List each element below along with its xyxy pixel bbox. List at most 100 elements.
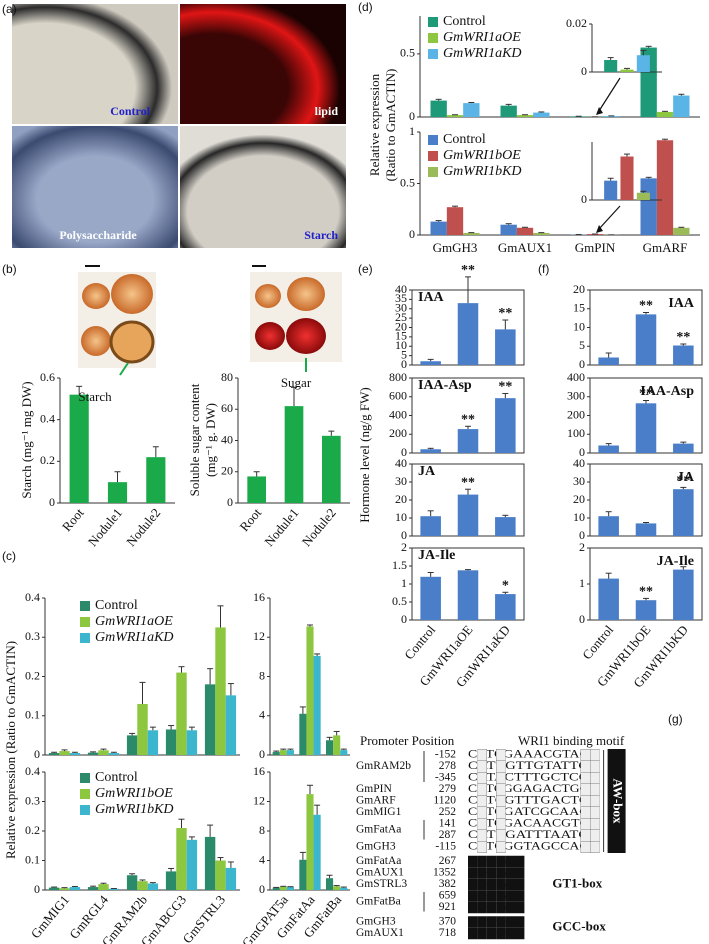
- table-header: WRI1 binding motif: [518, 733, 625, 748]
- legend-swatch: [428, 33, 438, 43]
- gene-name: GmAUX1: [356, 927, 404, 939]
- site-position: 382: [439, 878, 457, 890]
- y-tick-label: 200: [567, 407, 585, 421]
- x-tick-label: Control: [579, 622, 616, 662]
- y-tick-label: 20: [573, 282, 585, 296]
- bar: [463, 103, 480, 117]
- bar: [306, 794, 314, 890]
- legend-label: GmWRI1bOE: [443, 148, 521, 163]
- motif-sequence: GGTTAA: [468, 890, 524, 902]
- bar: [457, 303, 479, 365]
- bar: [463, 232, 480, 235]
- y-tick-label: 0.5: [392, 594, 407, 608]
- legend-label: GmWRI1aOE: [95, 614, 173, 629]
- gene-name: GmGH3: [356, 916, 396, 928]
- bar: [299, 713, 307, 755]
- site-position: 267: [439, 855, 457, 867]
- legend-swatch: [80, 773, 90, 783]
- motif-name: GT1-box: [552, 875, 602, 890]
- legend-label: Control: [95, 770, 138, 785]
- chart-title: JA: [677, 470, 695, 485]
- bar: [322, 435, 341, 503]
- chart-title: IAA: [668, 296, 695, 311]
- motif-highlight-overlay: [477, 772, 487, 784]
- bar: [635, 314, 657, 365]
- motif-sequence: CTTCGTTTGACTCG: [468, 795, 599, 807]
- nodule: [109, 320, 155, 364]
- panel-label: (c): [2, 549, 16, 563]
- inset-arrow-head: [596, 225, 603, 233]
- motif-highlight: [505, 927, 515, 940]
- bar: [635, 403, 657, 453]
- y-tick-label: 60: [221, 401, 233, 415]
- x-tick-label: GmPIN: [575, 240, 616, 255]
- inset-bar: [620, 156, 634, 200]
- motif-highlight-overlay: [580, 806, 591, 819]
- motif-highlight: [496, 927, 506, 940]
- bar: [108, 753, 120, 755]
- motif-highlight: [477, 927, 487, 940]
- motif-sequence: CATCGTTGTATTCG: [468, 760, 599, 772]
- motif-highlight: [505, 890, 515, 902]
- motif-highlight: [496, 890, 506, 902]
- legend-swatch: [80, 789, 90, 799]
- legend-swatch: [428, 167, 438, 177]
- motif-sequence: GGTTAA: [468, 867, 524, 879]
- y-tick-label: 5: [401, 347, 407, 361]
- bar: [279, 750, 287, 755]
- y-tick-label: 35: [395, 291, 407, 305]
- bar: [286, 887, 294, 890]
- gene-name: GmRAM2b: [356, 760, 411, 772]
- motif-highlight-overlay: [590, 772, 600, 784]
- motif-highlight: [515, 927, 525, 940]
- image-label: lipid: [315, 104, 339, 118]
- bar: [635, 523, 657, 536]
- x-tick-label: Control: [401, 622, 438, 662]
- motif-highlight: [477, 901, 487, 914]
- bar: [284, 406, 304, 503]
- annotation: Sugar: [281, 375, 312, 390]
- bar: [176, 672, 187, 755]
- bar: [603, 116, 620, 117]
- motif-highlight-overlay: [590, 749, 600, 761]
- significance-label: **: [639, 585, 653, 600]
- motif-highlight-overlay: [477, 829, 487, 842]
- motif-highlight: [477, 916, 487, 928]
- y-axis-label: (mg⁻¹ g. DW): [203, 403, 218, 477]
- y-tick-label: 0.3: [25, 629, 40, 643]
- x-tick-label: Nodule1: [85, 505, 125, 549]
- bar: [673, 95, 690, 117]
- motif-highlight: [486, 890, 497, 902]
- y-tick-label: 8: [259, 668, 265, 682]
- bar: [126, 735, 138, 755]
- motif-sequence: CATCGAAACGTACG: [468, 749, 599, 761]
- bar: [326, 740, 334, 755]
- bar: [147, 730, 159, 755]
- x-tick-label: GmAUX1: [498, 240, 552, 255]
- bar: [272, 887, 280, 890]
- motif-highlight-overlay: [580, 749, 591, 761]
- y-tick-label: 15: [573, 301, 585, 315]
- bar: [272, 752, 280, 755]
- legend-swatch: [428, 17, 438, 27]
- y-tick-label: 0.4: [25, 764, 40, 778]
- y-axis-label: Relative expression: [367, 73, 382, 176]
- x-tick-label: GmARF: [643, 240, 688, 255]
- motif-highlight: [505, 901, 515, 914]
- site-position: 279: [439, 783, 457, 795]
- bar: [137, 703, 148, 755]
- y-tick-label: 15: [395, 329, 407, 343]
- motif-highlight-overlay: [477, 795, 487, 807]
- bar: [430, 221, 447, 235]
- inset-bar: [620, 69, 634, 72]
- motif-highlight: [486, 927, 497, 940]
- motif-highlight: [515, 855, 525, 868]
- bar: [457, 429, 479, 453]
- legend-swatch: [80, 601, 90, 611]
- motif-highlight-overlay: [477, 806, 487, 819]
- inset-tick-label: 0: [581, 192, 587, 206]
- motif-highlight: [515, 878, 525, 891]
- bar: [495, 517, 516, 536]
